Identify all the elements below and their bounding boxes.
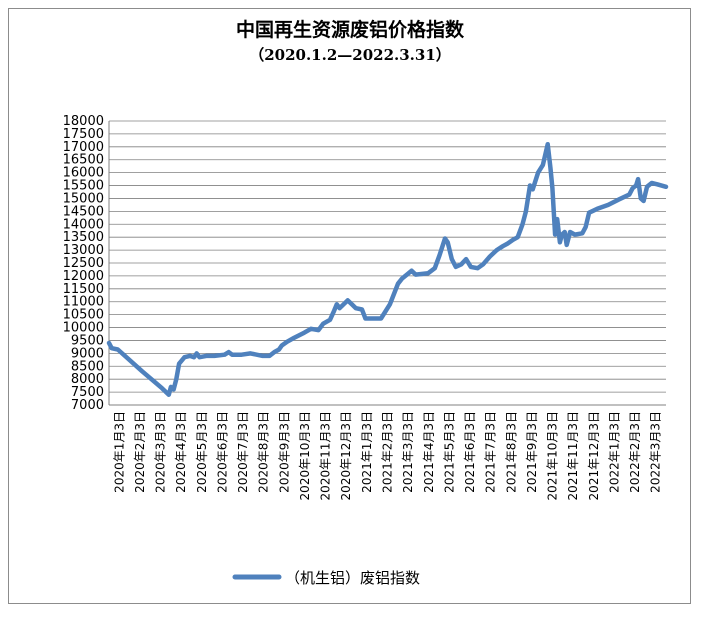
grid-lines	[109, 120, 666, 406]
y-tick-label: 16000	[63, 166, 104, 181]
x-tick-label: 2022年1月3日	[607, 411, 621, 493]
x-tick-label: 2020年10月3日	[298, 411, 312, 500]
x-tick-label: 2021年5月3日	[442, 411, 456, 493]
x-tick-label: 2020年6月3日	[215, 411, 229, 493]
axes	[108, 121, 666, 406]
x-tick-label: 2020年9月3日	[277, 411, 291, 493]
y-tick-label: 18000	[63, 114, 104, 129]
x-tick-label: 2021年3月3日	[401, 411, 415, 493]
chart-subtitle: （2020.1.2—2022.3.31）	[249, 46, 451, 64]
x-tick-label: 2020年2月3日	[133, 411, 147, 493]
series-layer	[106, 141, 669, 397]
y-tick-label: 15500	[63, 179, 104, 194]
x-tick-label: 2021年7月3日	[484, 411, 498, 493]
x-tick-label: 2021年1月3日	[360, 411, 374, 493]
x-tick-label: 2021年8月3日	[504, 411, 518, 493]
y-tick-label: 16500	[63, 153, 104, 168]
y-tick-label: 12000	[63, 269, 104, 284]
y-tick-label: 14500	[63, 204, 104, 219]
x-tick-label: 2020年4月3日	[174, 411, 188, 493]
x-tick-label: 2021年10月3日	[546, 411, 560, 500]
y-tick-label: 10000	[63, 321, 104, 336]
series-line	[106, 141, 669, 397]
y-axis-tick-labels: 7000750080008500900095001000010500110001…	[63, 114, 104, 413]
x-tick-label: 2021年4月3日	[422, 411, 436, 493]
chart-frame: 中国再生资源废铝价格指数 （2020.1.2—2022.3.31） 7000 75…	[8, 8, 691, 604]
line-chart: 中国再生资源废铝价格指数 （2020.1.2—2022.3.31） 700075…	[63, 18, 669, 587]
y-tick-label: 10500	[63, 308, 104, 323]
x-tick-label: 2020年11月3日	[319, 411, 333, 500]
legend-label: （机生铝）废铝指数	[285, 569, 420, 587]
x-tick-label: 2020年8月3日	[257, 411, 271, 493]
y-tick-label: 7500	[71, 385, 104, 400]
y-tick-label: 17000	[63, 140, 104, 155]
x-tick-label: 2020年5月3日	[195, 411, 209, 493]
y-tick-label: 15000	[63, 191, 104, 206]
x-tick-label: 2020年12月3日	[339, 411, 353, 500]
x-tick-label: 2021年2月3日	[381, 411, 395, 493]
y-tick-label: 17500	[63, 127, 104, 142]
y-tick-label: 11000	[63, 295, 104, 310]
x-axis-tick-labels: 2020年1月3日 2020年2月3日 2020年3月3日 2020年4月3日 2020…	[112, 411, 662, 500]
y-tick-label: 12500	[63, 256, 104, 271]
x-tick-label: 2020年3月3日	[154, 411, 168, 493]
y-tick-label: 13000	[63, 243, 104, 258]
legend: （机生铝）废铝指数	[232, 569, 420, 587]
y-tick-label: 8500	[71, 359, 104, 374]
x-tick-label: 2020年7月3日	[236, 411, 250, 493]
y-tick-label: 13500	[63, 230, 104, 245]
y-tick-label: 9000	[71, 346, 104, 361]
y-tick-label: 7000	[71, 398, 104, 413]
y-tick-label: 9500	[71, 333, 104, 348]
chart-title: 中国再生资源废铝价格指数	[236, 18, 465, 41]
y-tick-label: 14000	[63, 217, 104, 232]
x-tick-label: 2022年3月3日	[649, 411, 663, 493]
x-tick-label: 2021年9月3日	[525, 411, 539, 493]
y-tick-label: 11500	[63, 282, 104, 297]
x-tick-label: 2021年11月3日	[566, 411, 580, 500]
x-tick-label: 2021年6月3日	[463, 411, 477, 493]
x-tick-label: 2021年12月3日	[587, 411, 601, 500]
x-tick-label: 2022年2月3日	[628, 411, 642, 493]
x-tick-label: 2020年1月3日	[112, 411, 126, 493]
y-tick-label: 8000	[71, 372, 104, 387]
